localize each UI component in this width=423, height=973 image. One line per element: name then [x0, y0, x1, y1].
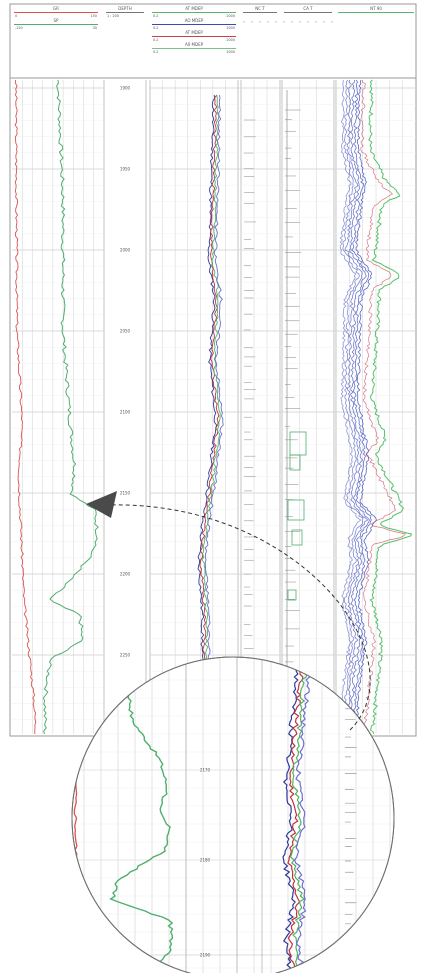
curve-name-2-1: AO MDEP	[185, 18, 204, 23]
curve-name-2-2: AT MDEP	[185, 30, 203, 35]
zoom-depth-label-2170: 2170	[200, 768, 211, 773]
nt-blue-curve-1	[342, 79, 364, 735]
zoom-sp-curve	[109, 657, 174, 973]
callout-dashed-arc	[107, 504, 371, 731]
depth-label-1950: 1950	[120, 167, 131, 172]
depth-labels: 1900 1950 2000 2050 2100 2150 2200 2250	[120, 86, 131, 658]
curve-name-5-0: NT 90	[370, 6, 382, 11]
scale-left-0-0: 0	[15, 14, 17, 18]
scale-right-0-0: 150	[91, 14, 97, 18]
depth-label-1900: 1900	[120, 86, 131, 91]
depth-label-2050: 2050	[120, 329, 131, 334]
curve-name-4-0: CA T	[303, 6, 313, 11]
resistivity-curve-0	[197, 94, 217, 720]
nt-green-curve	[368, 79, 413, 735]
log-header: GR 0 150 SP -120 30 DEPTH 1 : 200 AT MDEP 0.2 2000…	[10, 6, 416, 79]
zoom-resistivity-curve-2	[289, 657, 309, 973]
depth-label-2100: 2100	[120, 410, 131, 415]
log-curves	[14, 79, 413, 735]
resistivity-curve-1	[199, 94, 220, 720]
zoom-depth-label-2180: 2180	[200, 858, 211, 863]
lithology-block-1	[289, 454, 301, 471]
depth-label-2000: 2000	[120, 248, 131, 253]
depth-label-2150: 2150	[120, 491, 131, 496]
zoom-depth-label-2190: 2190	[200, 953, 211, 958]
scale-right-2-0: 2000	[226, 14, 235, 18]
zoom-content: 2170 2180 2190	[72, 657, 394, 973]
resistivity-curve-3	[204, 94, 224, 719]
curve-name-0-1: SP	[54, 18, 60, 23]
scale-left-2-0: 0.2	[153, 14, 158, 18]
curve-name-3-0: NC T	[255, 6, 265, 11]
nt-blue-curve-3	[348, 79, 370, 735]
zoom-resistivity-curve-0	[282, 657, 300, 973]
scale-right-2-3: 2000	[226, 50, 235, 54]
scale-left-1-0: 1 : 200	[107, 14, 119, 18]
zoom-resistivity-curve-3	[293, 657, 314, 973]
scale-left-2-1: 0.2	[153, 26, 158, 30]
scale-right-0-1: 30	[93, 26, 97, 30]
nt-blue-curve-0	[338, 79, 362, 735]
curve-name-2-3: A0 MDEP	[185, 42, 204, 47]
zoom-lens: 2170 2180 2190	[71, 656, 395, 973]
scale-right-2-2: 2000	[226, 38, 235, 42]
gr-curve	[14, 79, 37, 735]
curve-name-2-0: AT MDEP	[185, 6, 203, 11]
scale-left-0-1: -120	[15, 26, 23, 30]
scale-right-2-1: 2000	[226, 26, 235, 30]
curve-name-1-0: DEPTH	[118, 6, 131, 11]
zoom-resistivity-curve-1	[287, 657, 306, 973]
log-grid	[12, 80, 416, 734]
sp-curve	[42, 79, 99, 735]
lithology-block-4	[287, 589, 297, 601]
scale-left-2-2: 0.2	[153, 38, 158, 42]
nt-red-curve	[360, 80, 407, 735]
lithology-block-3	[291, 529, 303, 546]
scale-left-2-3: 0.2	[153, 50, 158, 54]
nt-blue-curve-2	[344, 79, 369, 735]
lithology-block-2	[287, 499, 305, 521]
resistivity-curve-2	[201, 94, 221, 720]
nt-blue-curve-5	[354, 79, 377, 735]
depth-label-2200: 2200	[120, 572, 131, 577]
depth-label-2250: 2250	[120, 653, 131, 658]
nt-blue-curve-4	[350, 79, 372, 735]
arrowhead-icon	[86, 491, 117, 518]
curve-name-0-0: GR	[53, 6, 59, 11]
